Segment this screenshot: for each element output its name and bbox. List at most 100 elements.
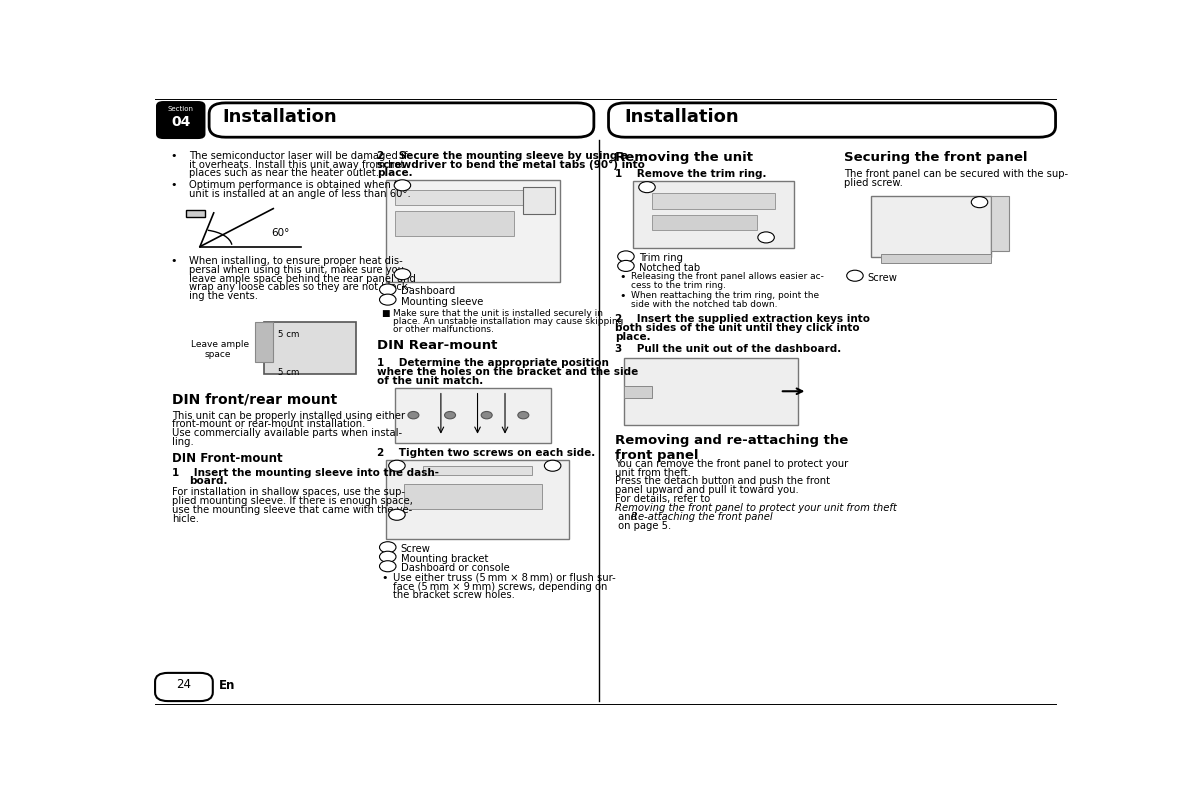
Text: 1: 1 bbox=[978, 197, 982, 207]
Bar bbox=[991, 196, 1008, 252]
Text: Use commercially available parts when instal-: Use commercially available parts when in… bbox=[173, 428, 403, 439]
Circle shape bbox=[846, 270, 863, 281]
Text: Optimum performance is obtained when the: Optimum performance is obtained when the bbox=[189, 180, 410, 189]
Text: 2: 2 bbox=[395, 510, 400, 519]
Circle shape bbox=[379, 284, 396, 295]
Text: front-mount or rear-mount installation.: front-mount or rear-mount installation. bbox=[173, 419, 366, 430]
Text: DIN Rear-mount: DIN Rear-mount bbox=[377, 339, 498, 353]
Text: 2    Tighten two screws on each side.: 2 Tighten two screws on each side. bbox=[377, 447, 595, 458]
Circle shape bbox=[638, 181, 655, 193]
Text: side with the notched tab down.: side with the notched tab down. bbox=[631, 300, 778, 309]
Text: •: • bbox=[382, 572, 388, 583]
Text: Releasing the front panel allows easier ac-: Releasing the front panel allows easier … bbox=[631, 272, 824, 281]
Circle shape bbox=[389, 509, 405, 521]
Text: This unit can be properly installed using either: This unit can be properly installed usin… bbox=[173, 411, 405, 420]
Circle shape bbox=[394, 269, 410, 279]
Bar bbox=[395, 388, 551, 443]
Text: The front panel can be secured with the sup-: The front panel can be secured with the … bbox=[844, 169, 1069, 179]
Text: 2: 2 bbox=[764, 233, 768, 242]
Circle shape bbox=[389, 460, 405, 471]
Circle shape bbox=[518, 412, 528, 419]
Text: 1: 1 bbox=[400, 181, 405, 189]
Circle shape bbox=[394, 180, 410, 191]
Text: 1: 1 bbox=[623, 252, 629, 261]
Bar bbox=[423, 466, 532, 475]
Text: places such as near the heater outlet.: places such as near the heater outlet. bbox=[189, 169, 379, 178]
Text: board.: board. bbox=[189, 477, 227, 486]
Bar bbox=[385, 459, 570, 539]
Text: space: space bbox=[204, 350, 230, 360]
Text: the bracket screw holes.: the bracket screw holes. bbox=[394, 591, 515, 600]
Text: 1: 1 bbox=[644, 182, 649, 192]
Bar bbox=[524, 186, 556, 214]
Text: use the mounting sleeve that came with the ve-: use the mounting sleeve that came with t… bbox=[173, 505, 413, 515]
Bar bbox=[651, 193, 775, 209]
Circle shape bbox=[408, 412, 418, 419]
Text: 1    Insert the mounting sleeve into the dash-: 1 Insert the mounting sleeve into the da… bbox=[173, 467, 440, 478]
Bar bbox=[385, 181, 560, 282]
Text: •: • bbox=[619, 291, 626, 302]
Circle shape bbox=[379, 294, 396, 305]
Bar bbox=[871, 196, 991, 257]
Text: For details, refer to: For details, refer to bbox=[615, 494, 713, 504]
Text: Mounting bracket: Mounting bracket bbox=[401, 554, 488, 564]
Text: face (5 mm × 9 mm) screws, depending on: face (5 mm × 9 mm) screws, depending on bbox=[394, 582, 608, 591]
Text: it overheats. Install this unit away from hot: it overheats. Install this unit away fro… bbox=[189, 159, 404, 170]
Text: unit from theft.: unit from theft. bbox=[615, 467, 690, 478]
Text: of the unit match.: of the unit match. bbox=[377, 376, 483, 385]
Text: Installation: Installation bbox=[624, 108, 739, 126]
Text: Leave ample: Leave ample bbox=[190, 340, 249, 349]
Bar bbox=[264, 322, 356, 374]
Bar bbox=[624, 386, 651, 398]
Text: Dashboard: Dashboard bbox=[401, 287, 455, 296]
Text: •: • bbox=[170, 256, 177, 266]
Text: hicle.: hicle. bbox=[173, 514, 200, 524]
Text: When installing, to ensure proper heat dis-: When installing, to ensure proper heat d… bbox=[189, 256, 403, 266]
Text: ling.: ling. bbox=[173, 437, 194, 447]
Text: panel upward and pull it toward you.: panel upward and pull it toward you. bbox=[615, 486, 799, 495]
Text: 2    Secure the mounting sleeve by using a: 2 Secure the mounting sleeve by using a bbox=[377, 150, 628, 161]
Bar bbox=[395, 189, 551, 205]
Bar bbox=[395, 211, 514, 236]
Circle shape bbox=[481, 412, 492, 419]
Bar bbox=[881, 254, 991, 263]
Text: For installation in shallow spaces, use the sup-: For installation in shallow spaces, use … bbox=[173, 487, 405, 498]
Text: place.: place. bbox=[377, 169, 413, 178]
Text: Removing the unit: Removing the unit bbox=[615, 150, 753, 164]
FancyBboxPatch shape bbox=[156, 101, 206, 139]
Text: Press the detach button and push the front: Press the detach button and push the fro… bbox=[615, 477, 830, 486]
Circle shape bbox=[379, 551, 396, 562]
Text: Installation: Installation bbox=[223, 108, 338, 126]
Text: leave ample space behind the rear panel and: leave ample space behind the rear panel … bbox=[189, 274, 416, 283]
Text: where the holes on the bracket and the side: where the holes on the bracket and the s… bbox=[377, 367, 638, 377]
Circle shape bbox=[618, 251, 635, 262]
Bar bbox=[651, 215, 756, 230]
Bar bbox=[624, 357, 798, 425]
Text: 2: 2 bbox=[400, 270, 405, 279]
Text: 3    Pull the unit out of the dashboard.: 3 Pull the unit out of the dashboard. bbox=[615, 344, 842, 353]
Text: 04: 04 bbox=[171, 115, 190, 129]
Text: or other malfunctions.: or other malfunctions. bbox=[394, 325, 494, 334]
Bar bbox=[187, 210, 204, 217]
Bar bbox=[255, 322, 273, 361]
Text: When reattaching the trim ring, point the: When reattaching the trim ring, point th… bbox=[631, 291, 819, 300]
Text: •: • bbox=[170, 150, 177, 161]
Text: DIN Front-mount: DIN Front-mount bbox=[173, 452, 284, 465]
Text: ing the vents.: ing the vents. bbox=[189, 291, 258, 302]
Text: 2: 2 bbox=[623, 261, 629, 271]
Circle shape bbox=[379, 542, 396, 552]
Text: persal when using this unit, make sure you: persal when using this unit, make sure y… bbox=[189, 265, 404, 275]
Text: 1    Determine the appropriate position: 1 Determine the appropriate position bbox=[377, 358, 609, 368]
Text: 1: 1 bbox=[385, 285, 390, 294]
Text: Notched tab: Notched tab bbox=[638, 263, 700, 273]
Circle shape bbox=[545, 460, 561, 471]
Text: Make sure that the unit is installed securely in: Make sure that the unit is installed sec… bbox=[394, 309, 603, 318]
Text: Removing and re-attaching the
front panel: Removing and re-attaching the front pane… bbox=[615, 434, 849, 462]
Text: wrap any loose cables so they are not block-: wrap any loose cables so they are not bl… bbox=[189, 283, 411, 292]
Text: unit is installed at an angle of less than 60°.: unit is installed at an angle of less th… bbox=[189, 189, 410, 199]
Text: 1    Remove the trim ring.: 1 Remove the trim ring. bbox=[615, 169, 766, 179]
FancyBboxPatch shape bbox=[209, 103, 593, 137]
Text: You can remove the front panel to protect your: You can remove the front panel to protec… bbox=[615, 458, 849, 469]
Text: 1: 1 bbox=[395, 461, 400, 470]
Text: place. An unstable installation may cause skipping: place. An unstable installation may caus… bbox=[394, 317, 624, 326]
